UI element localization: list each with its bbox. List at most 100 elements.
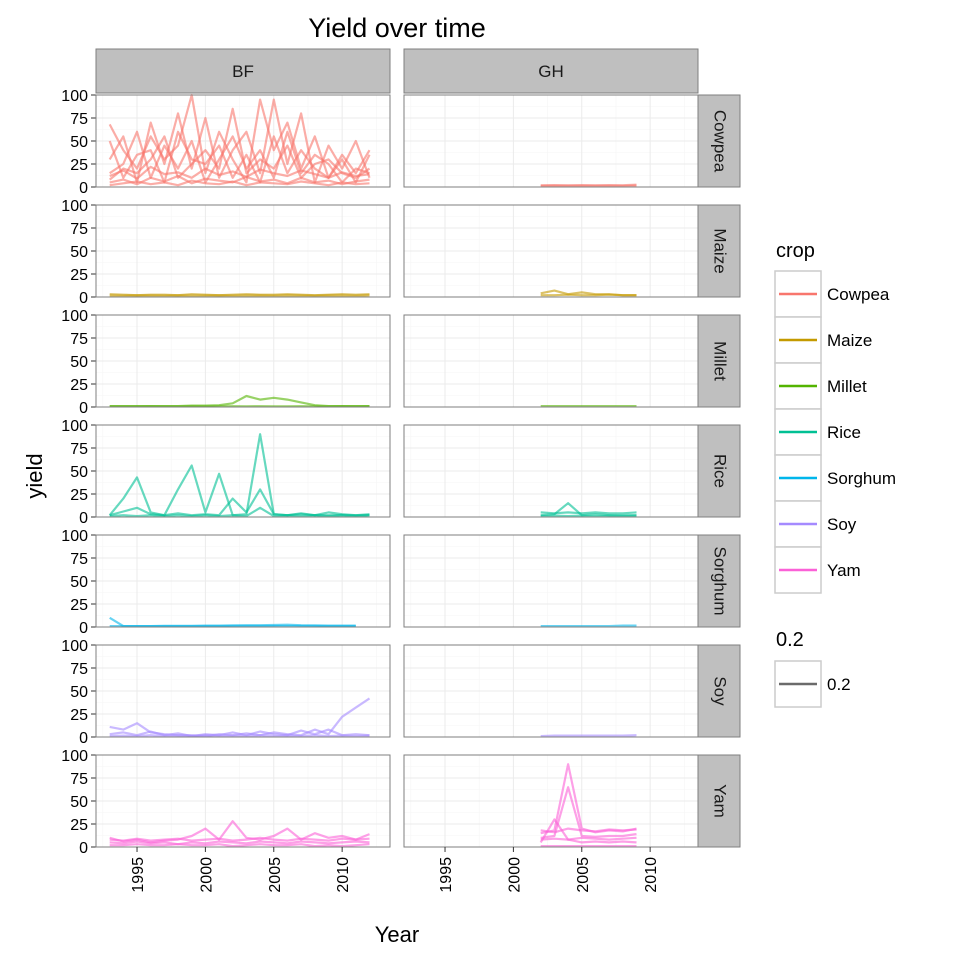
x-axis-title: Year — [375, 922, 419, 947]
legend-label: Soy — [827, 515, 857, 534]
panel-bf-maize — [95, 204, 391, 298]
legend-title: crop — [776, 240, 815, 262]
panel-border — [403, 424, 699, 518]
panel-border — [95, 424, 391, 518]
row-strip-label: Millet — [711, 341, 730, 381]
y-tick-label: 50 — [70, 684, 88, 701]
panel-bf-millet — [95, 314, 391, 408]
column-strip-background — [95, 48, 391, 94]
x-tick-label: 2000 — [198, 857, 215, 893]
y-tick-label: 0 — [79, 180, 88, 197]
y-tick-label: 0 — [79, 840, 88, 857]
y-tick-label: 75 — [70, 441, 88, 458]
row-strip-cowpea: Cowpea — [697, 94, 741, 188]
series-line — [540, 514, 637, 518]
y-tick-label: 100 — [61, 308, 88, 325]
panel-border — [95, 754, 391, 848]
series-line — [539, 818, 637, 844]
alpha-legend-item: 0.2 — [774, 660, 851, 708]
series-line — [540, 836, 637, 841]
y-axis-rice: 0 25 50 75 100 — [61, 418, 96, 527]
series-line — [540, 624, 637, 628]
panel-border — [95, 644, 391, 738]
row-strip-background — [697, 534, 741, 628]
legend: crop Cowpea Maize Millet Rice Sorghum Soy Yam 0.… — [774, 240, 896, 708]
y-tick-label: 75 — [70, 661, 88, 678]
row-strip-background — [697, 424, 741, 518]
x-tick-label: 2000 — [506, 857, 523, 893]
series-line — [540, 184, 637, 188]
y-axis-sorghum: 0 25 50 75 100 — [61, 528, 96, 637]
column-strip-label: BF — [232, 62, 254, 81]
y-axis-yam: 0 25 50 75 100 — [61, 748, 96, 857]
row-strip-maize: Maize — [697, 204, 741, 298]
panel-gh-maize — [403, 204, 699, 298]
y-tick-label: 75 — [70, 551, 88, 568]
series-line — [540, 293, 637, 297]
series-line — [540, 734, 637, 738]
panel-bf-cowpea — [95, 93, 391, 188]
x-tick-label: 1995 — [438, 857, 455, 893]
panel-border — [403, 204, 699, 298]
y-tick-label: 25 — [70, 157, 88, 174]
row-strip-label: Rice — [711, 454, 730, 488]
row-strip-soy: Soy — [697, 644, 741, 738]
panel-border — [403, 534, 699, 628]
row-strip-sorghum: Sorghum — [697, 534, 741, 628]
series-line — [109, 836, 370, 842]
y-tick-label: 25 — [70, 817, 88, 834]
legend-label: Cowpea — [827, 285, 890, 304]
column-strip-gh: GH — [403, 48, 699, 94]
row-strip-background — [697, 204, 741, 298]
y-tick-label: 0 — [79, 290, 88, 307]
row-strip-label: Soy — [711, 676, 730, 706]
series-line — [108, 93, 371, 184]
legend-label: Yam — [827, 561, 861, 580]
y-tick-label: 0 — [79, 400, 88, 417]
y-tick-label: 75 — [70, 771, 88, 788]
legend-item-sorghum: Sorghum — [774, 454, 896, 502]
panel-gh-yam — [403, 754, 699, 848]
y-tick-label: 25 — [70, 597, 88, 614]
series-line — [109, 130, 370, 184]
y-tick-label: 0 — [79, 620, 88, 637]
row-strip-label: Yam — [711, 784, 730, 818]
y-tick-label: 75 — [70, 331, 88, 348]
x-tick-label: 2005 — [575, 857, 592, 893]
y-tick-label: 75 — [70, 221, 88, 238]
series-line — [109, 728, 370, 738]
series-line — [109, 840, 370, 846]
panel-gh-millet — [403, 314, 699, 408]
row-strip-yam: Yam — [697, 754, 741, 848]
x-tick-label: 2010 — [335, 857, 352, 893]
x-tick-label: 2005 — [267, 857, 284, 893]
panel-border — [95, 534, 391, 628]
panel-gh-soy — [403, 644, 699, 738]
y-tick-label: 50 — [70, 464, 88, 481]
panel-border — [95, 314, 391, 408]
series-line — [540, 511, 637, 515]
legend-item-rice: Rice — [774, 408, 861, 456]
series-line — [109, 174, 370, 186]
panel-gh-rice — [403, 424, 699, 518]
x-axis-layer: 1995 2000 2005 2010 1995 2000 2005 2010 — [130, 847, 660, 893]
series-line — [109, 843, 370, 848]
legend-label: Millet — [827, 377, 867, 396]
alpha-legend-title: 0.2 — [776, 629, 804, 651]
panel-border — [95, 94, 391, 188]
series-line — [109, 506, 370, 518]
column-strip-label: GH — [538, 62, 564, 81]
panel-border — [403, 94, 699, 188]
legend-item-maize: Maize — [774, 316, 872, 364]
legend-item-yam: Yam — [774, 546, 861, 594]
y-tick-label: 100 — [61, 418, 88, 435]
row-strip-label: Sorghum — [711, 547, 730, 616]
y-tick-label: 50 — [70, 354, 88, 371]
legend-item-soy: Soy — [774, 500, 857, 548]
legend-item-millet: Millet — [774, 362, 867, 410]
row-strip-label: Cowpea — [711, 110, 730, 173]
panel-border — [403, 314, 699, 408]
alpha-legend-label: 0.2 — [827, 675, 851, 694]
panel-border — [403, 754, 699, 848]
